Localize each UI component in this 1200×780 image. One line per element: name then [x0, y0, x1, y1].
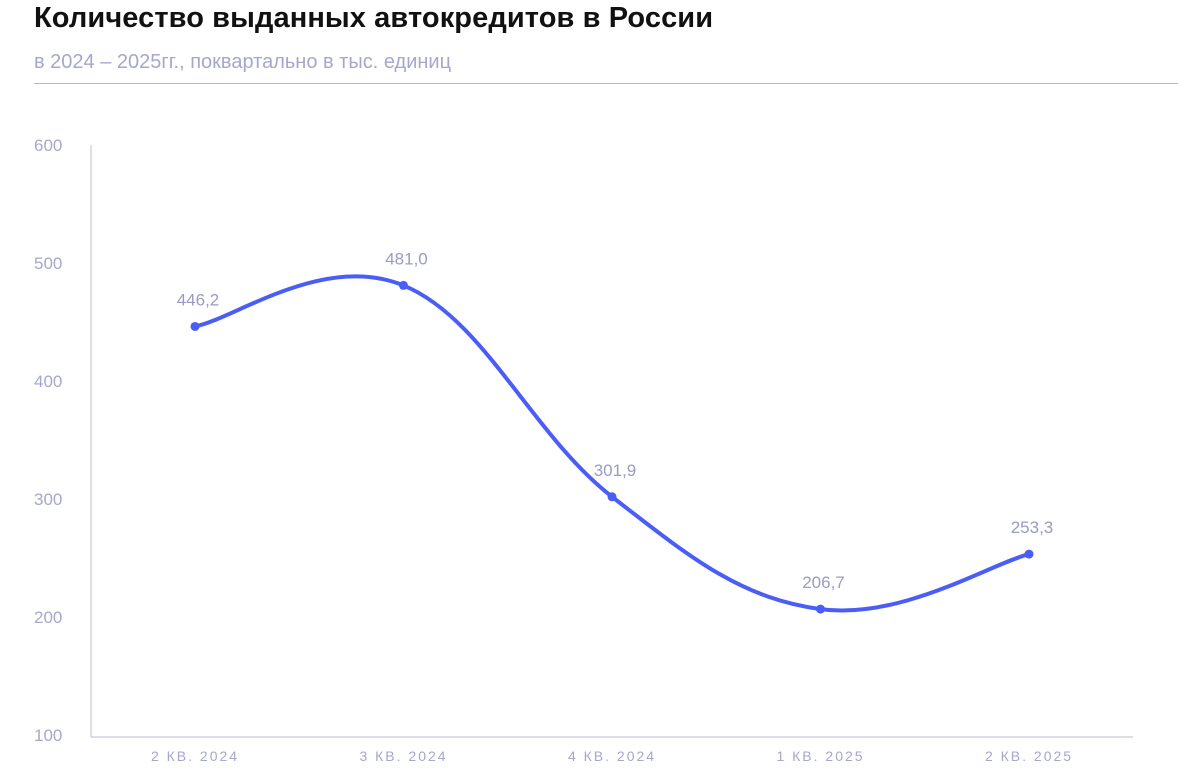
data-label: 481,0: [385, 249, 428, 268]
y-tick-label: 500: [34, 254, 62, 273]
x-tick-label: 2 КВ. 2024: [151, 748, 239, 764]
y-tick-label: 400: [34, 372, 62, 391]
series-line: [193, 274, 1031, 613]
x-tick-label: 4 КВ. 2024: [568, 748, 656, 764]
data-point: [1024, 549, 1034, 559]
data-point: [607, 492, 617, 502]
y-tick-label: 200: [34, 608, 62, 627]
chart-subtitle: в 2024 – 2025гг., поквартально в тыс. ед…: [34, 51, 452, 73]
data-label: 206,7: [802, 573, 845, 592]
y-axis-ticks: 100 200 300 400 500 600: [34, 136, 62, 745]
data-label: 446,2: [177, 290, 220, 309]
chart-axes: [90, 145, 1133, 738]
data-labels: 446,2 481,0 301,9 206,7 253,3: [177, 249, 1054, 592]
x-tick-label: 1 КВ. 2025: [776, 748, 864, 764]
y-tick-label: 300: [34, 490, 62, 509]
data-label: 253,3: [1011, 518, 1054, 537]
chart-series: [190, 274, 1034, 614]
data-point: [399, 280, 408, 290]
y-tick-label: 100: [34, 726, 62, 745]
data-point: [816, 604, 825, 614]
data-point: [190, 321, 200, 331]
x-tick-label: 3 КВ. 2024: [359, 748, 447, 764]
x-axis-ticks: 2 КВ. 2024 3 КВ. 2024 4 КВ. 2024 1 КВ. 2025…: [151, 748, 1073, 764]
data-label: 301,9: [594, 461, 637, 480]
y-tick-label: 600: [34, 136, 62, 155]
header-divider: [34, 83, 1178, 84]
chart-title: Количество выданных автокредитов в Росси…: [34, 2, 714, 34]
x-tick-label: 2 КВ. 2025: [985, 748, 1073, 764]
